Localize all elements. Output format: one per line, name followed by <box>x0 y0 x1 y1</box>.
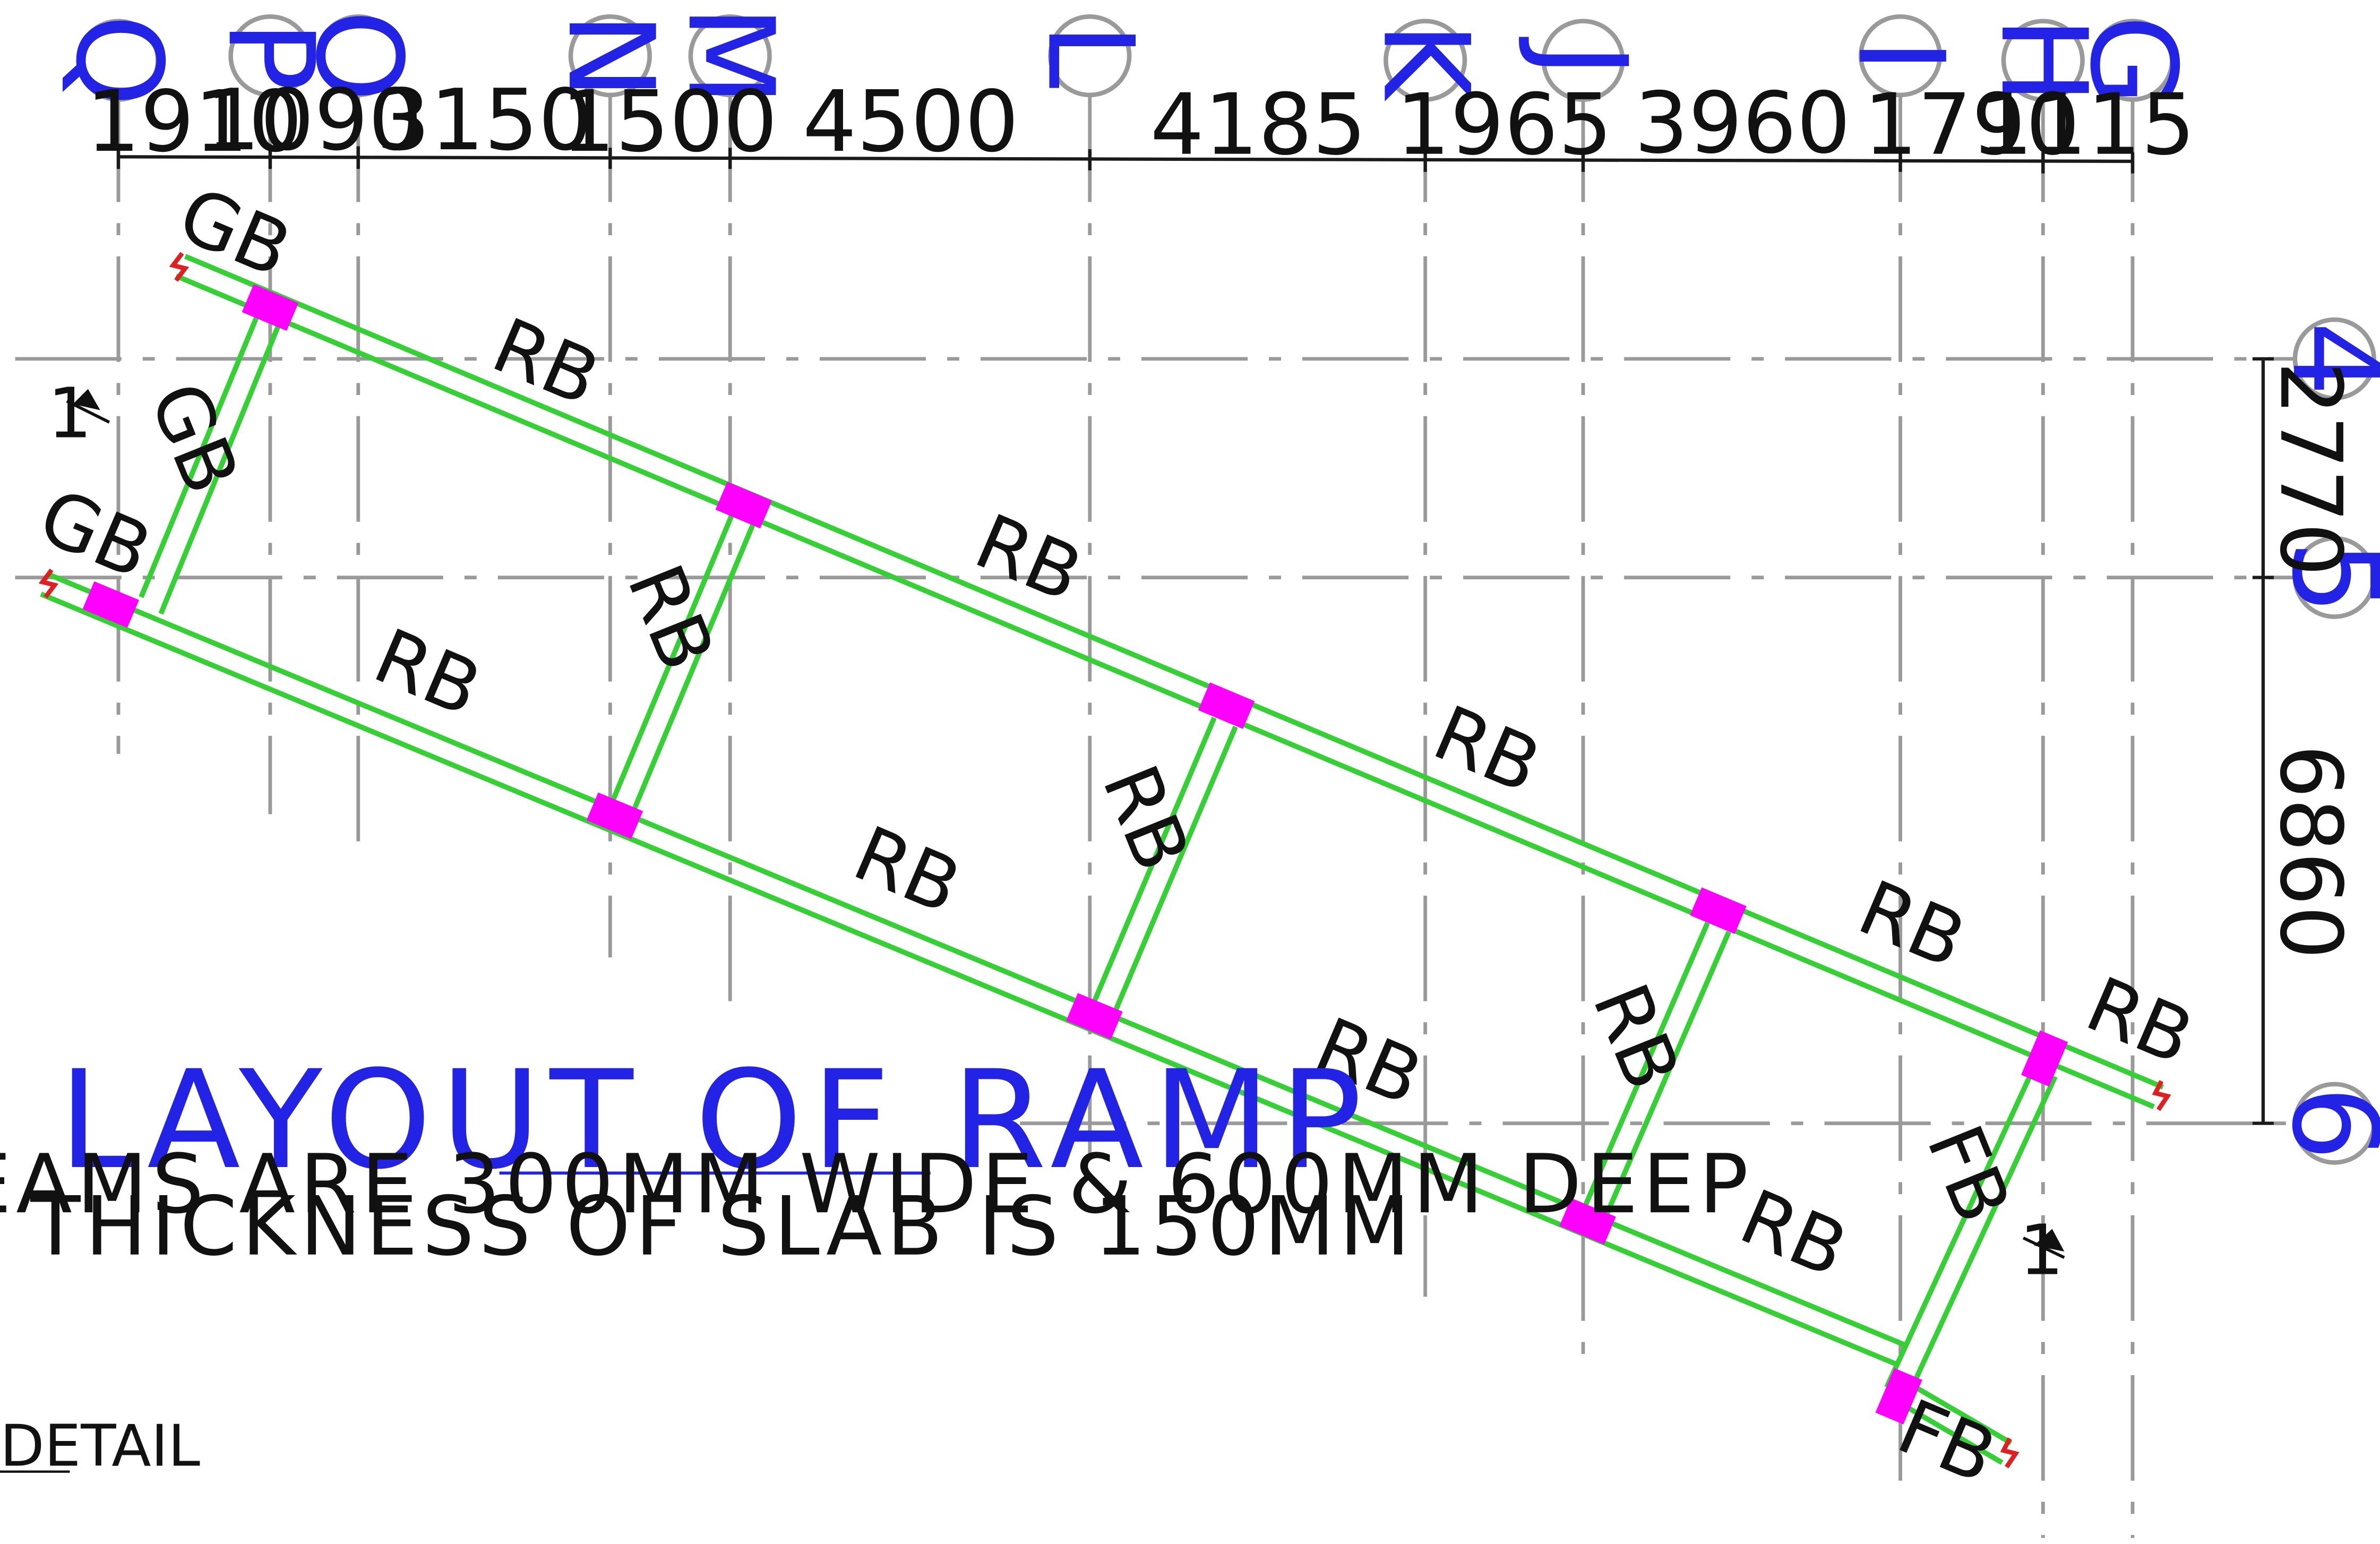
column <box>1559 1198 1616 1245</box>
upper-beam-edge-a <box>184 254 2164 1090</box>
dimension-p-o: 1090 <box>206 71 422 169</box>
column <box>242 284 299 331</box>
top-dimension-chain: 1910 1090 3150 1500 4500 4185 1965 3960 … <box>86 71 2195 174</box>
section-marks: 1 1 <box>48 373 2065 1291</box>
grid-bubble-6: 6 <box>2266 1082 2380 1165</box>
grid-bubble-5: 5 <box>2266 536 2380 619</box>
cross-beam-fb-edge-b <box>1905 1075 2058 1397</box>
cross-beam-gb-edge-b <box>158 319 283 615</box>
vertical-grid-bubbles: Q P O N M L K J <box>50 5 2202 107</box>
beam-label-rb: RB <box>963 497 1094 619</box>
upper-beam-edge-b <box>175 273 2155 1109</box>
dimension-h-g: 1115 <box>1979 75 2195 174</box>
cross-beam-2-edge-a <box>1084 716 1217 1020</box>
horizontal-grid-lines <box>15 357 2295 1126</box>
beam-label-rb: RB <box>1422 689 1553 810</box>
svg-text:I: I <box>1832 38 1969 73</box>
grid-bubble-q: Q <box>50 14 187 106</box>
column <box>1690 887 1747 934</box>
beams <box>40 254 2164 1465</box>
column <box>586 792 643 839</box>
column <box>1066 993 1123 1040</box>
detail-label: DETAIL <box>0 1413 200 1480</box>
grid-bubble-l: L <box>1021 14 1158 98</box>
columns <box>82 284 2068 1425</box>
column <box>715 482 772 529</box>
column <box>1875 1368 1922 1425</box>
beam-label-fb-top: RB <box>2074 960 2205 1082</box>
break-mark-upper-left <box>169 252 190 282</box>
grid-bubble-i: I <box>1832 14 1969 98</box>
svg-text:G: G <box>2064 15 2202 106</box>
beam-label-rb: RB <box>1846 864 1978 985</box>
svg-text:4: 4 <box>2266 321 2380 396</box>
top-dimension-line <box>118 155 2133 163</box>
dimension-n-m: 1500 <box>561 72 777 170</box>
beam-labels: GB GB GB RB RB RB RB RB RB RB RB RB RB R… <box>27 170 2205 1500</box>
svg-text:L: L <box>1021 23 1158 88</box>
grid-bubble-4: 4 <box>2266 317 2380 400</box>
cross-beam-1-edge-b <box>626 524 755 825</box>
grid-bubble-g: G <box>2064 15 2202 106</box>
column <box>82 581 139 628</box>
beam-label-rb-cross: RB <box>610 553 731 682</box>
break-mark-lower-left <box>38 568 59 599</box>
cross-beam-3-edge-b <box>1597 931 1731 1232</box>
detail-label-block: DETAIL <box>0 1413 200 1480</box>
grid-bubble-j: J <box>1515 19 1652 102</box>
drawing-title-block: LAYOUT OF RAMP ALL BEAMS ARE 300MM WIDE … <box>0 1042 1753 1274</box>
drawing-note-slab: THICKNESS OF SLAB IS 150MM <box>30 1179 1414 1274</box>
cross-beam-2-edge-b <box>1105 725 1238 1030</box>
svg-text:1: 1 <box>48 373 92 453</box>
break-marks <box>38 252 2171 1469</box>
break-mark-lower-right <box>2000 1437 2020 1469</box>
svg-text:H: H <box>1974 16 2112 105</box>
dimension-l-k: 4185 <box>1150 75 1366 174</box>
dimension-5-6: 6860 <box>2261 744 2360 959</box>
dimension-m-l: 4500 <box>803 72 1019 170</box>
section-mark-right: 1 <box>2020 1210 2065 1291</box>
cross-beam-gb-edge-a <box>139 312 261 598</box>
beam-label-rb: RB <box>480 302 612 423</box>
cross-beam-1-edge-a <box>605 514 734 816</box>
grid-bubble-n: N <box>542 12 679 100</box>
svg-text:O: O <box>289 10 427 102</box>
svg-text:M: M <box>661 5 799 107</box>
svg-text:K: K <box>1356 22 1494 101</box>
beam-label-gb-cross: GB <box>132 371 256 505</box>
svg-text:1: 1 <box>2020 1210 2064 1290</box>
svg-text:J: J <box>1515 37 1652 78</box>
dimension-o-n: 3150 <box>376 71 592 169</box>
column <box>1198 682 1255 729</box>
svg-text:6: 6 <box>2266 1086 2380 1161</box>
svg-text:N: N <box>542 12 679 100</box>
svg-text:Q: Q <box>50 14 187 106</box>
svg-text:P: P <box>201 20 339 91</box>
vertical-grid-lines <box>116 96 2135 1538</box>
beam-label-fb-cross: FB <box>1910 1113 2027 1234</box>
dimension-j-i: 3960 <box>1634 74 1850 172</box>
dimension-k-j: 1965 <box>1396 75 1612 174</box>
svg-text:5: 5 <box>2266 540 2380 615</box>
break-mark-upper-right <box>2152 1080 2171 1111</box>
horizontal-grid-bubbles: 4 5 6 <box>2266 317 2380 1165</box>
column <box>2021 1030 2068 1087</box>
side-dimension-chain: 2770 6860 <box>2252 357 2360 1125</box>
dimension-q-p: 1910 <box>86 72 302 170</box>
grid-bubble-o: O <box>289 10 427 102</box>
grid-bubble-h: H <box>1974 16 2112 105</box>
grid-bubble-k: K <box>1356 19 1494 102</box>
grid-bubble-m: M <box>661 5 799 107</box>
section-mark-left: 1 <box>48 373 110 453</box>
grid-bubble-p: P <box>201 14 339 98</box>
cross-beam-fb-edge-a <box>1884 1069 2035 1388</box>
dimension-i-h: 1790 <box>1863 75 2080 174</box>
cross-beam-3-edge-a <box>1576 922 1710 1223</box>
dimension-4-5: 2770 <box>2261 362 2360 577</box>
beam-label-gb-top: GB <box>167 170 303 294</box>
drawing-note-beams: ALL BEAMS ARE 300MM WIDE & 600MM DEEP <box>0 1137 1753 1232</box>
